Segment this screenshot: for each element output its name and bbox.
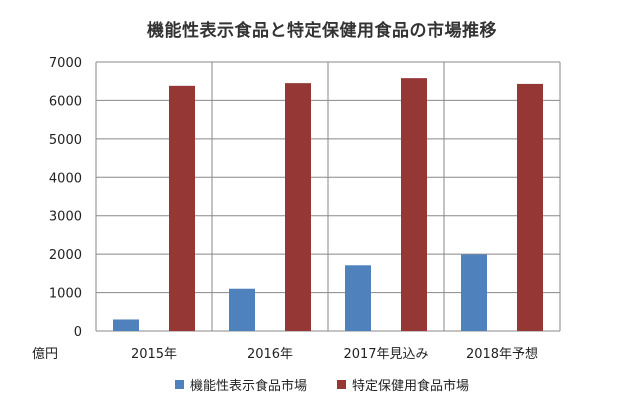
x-tick-label: 2017年見込み <box>343 347 428 362</box>
x-tick-label: 2015年 <box>131 347 177 362</box>
y-tick-label: 3000 <box>49 210 82 225</box>
x-tick-label: 2018年予想 <box>466 346 538 362</box>
bar-series-1 <box>461 254 487 331</box>
y-tick-label: 5000 <box>49 133 82 148</box>
bar-series-1 <box>113 319 139 331</box>
bar-series-2 <box>401 78 427 331</box>
bar-series-2 <box>517 83 543 331</box>
bar-series-1 <box>229 288 255 331</box>
y-tick-label: 0 <box>74 325 82 340</box>
legend-label-series-2: 特定保健用食品市場 <box>352 379 470 394</box>
y-tick-label: 1000 <box>49 287 82 302</box>
bar-series-2 <box>285 83 311 331</box>
legend-swatch-series-2 <box>337 380 346 389</box>
legend-label-series-1: 機能性表示食品市場 <box>189 379 307 394</box>
bar-series-2 <box>169 85 195 331</box>
legend-item-series-2: 特定保健用食品市場 <box>337 375 469 394</box>
x-tick-label: 2016年 <box>247 347 293 362</box>
y-tick-label: 6000 <box>49 94 82 109</box>
bar-series-1 <box>345 265 371 331</box>
chart-legend: 機能性表示食品市場 特定保健用食品市場 <box>0 375 644 394</box>
chart-title: 機能性表示食品と特定保健用食品の市場推移 <box>147 21 497 41</box>
y-tick-label: 2000 <box>49 248 82 263</box>
y-tick-label: 4000 <box>49 171 82 186</box>
y-tick-label: 7000 <box>49 56 82 71</box>
legend-item-series-1: 機能性表示食品市場 <box>174 375 307 394</box>
legend-swatch-series-1 <box>174 380 184 389</box>
y-axis-unit-label: 億円 <box>32 346 58 362</box>
